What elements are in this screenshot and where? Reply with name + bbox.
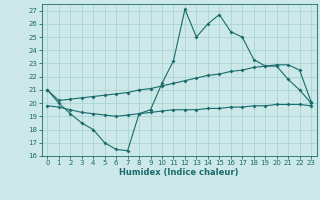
X-axis label: Humidex (Indice chaleur): Humidex (Indice chaleur)	[119, 168, 239, 177]
